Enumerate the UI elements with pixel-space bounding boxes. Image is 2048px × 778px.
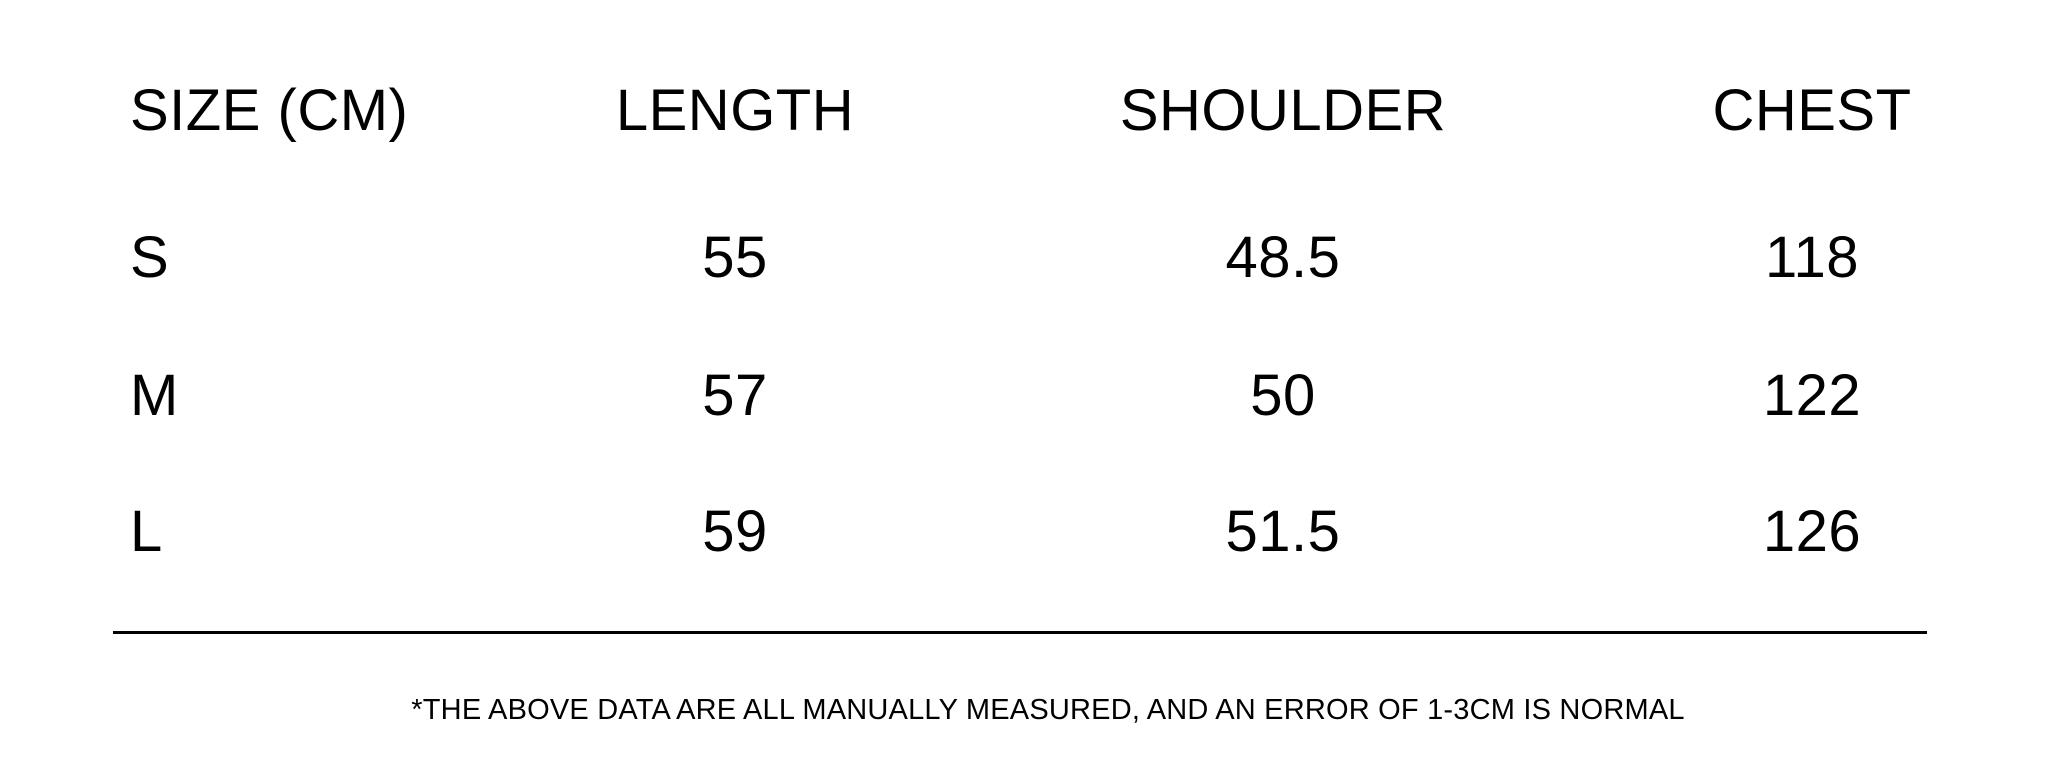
size-label: L	[130, 499, 163, 564]
table-row: S 55 48.5 118	[0, 223, 2048, 293]
table-row: L 59 51.5 126	[0, 497, 2048, 567]
length-value: 55	[702, 225, 768, 290]
column-header-size: SIZE (CM)	[130, 78, 409, 143]
size-label: S	[130, 225, 170, 290]
size-label: M	[130, 363, 179, 428]
chest-value: 126	[1762, 499, 1862, 564]
chest-value: 122	[1762, 363, 1862, 428]
shoulder-value: 50	[1250, 363, 1316, 428]
column-header-chest: CHEST	[1712, 78, 1912, 143]
length-value: 57	[702, 363, 768, 428]
divider-line	[113, 631, 1927, 634]
column-header-shoulder: SHOULDER	[1119, 78, 1447, 143]
shoulder-value: 48.5	[1225, 225, 1341, 290]
shoulder-value: 51.5	[1225, 499, 1341, 564]
length-value: 59	[702, 499, 768, 564]
chest-value: 118	[1765, 225, 1859, 290]
table-row: M 57 50 122	[0, 361, 2048, 431]
column-header-length: LENGTH	[615, 78, 855, 143]
table-header-row: SIZE (CM) LENGTH SHOULDER CHEST	[0, 76, 2048, 146]
footnote: *THE ABOVE DATA ARE ALL MANUALLY MEASURE…	[411, 694, 1685, 726]
